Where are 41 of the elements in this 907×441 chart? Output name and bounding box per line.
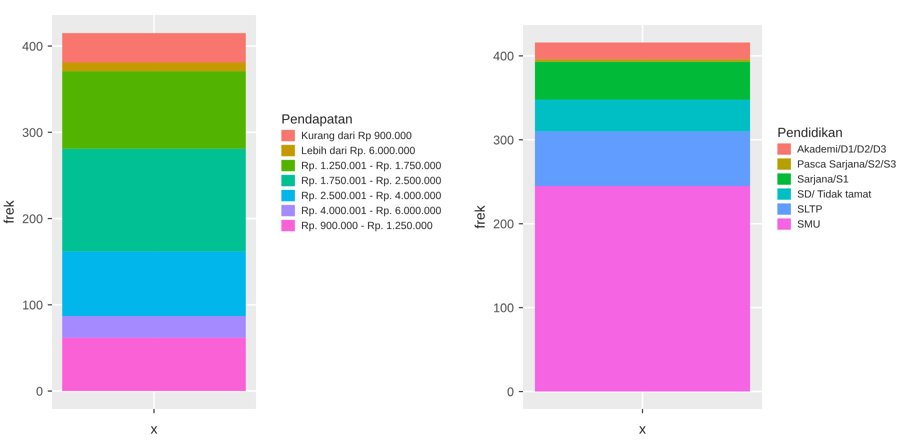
bar: [534, 42, 750, 60]
y-axis-title: frek: [474, 205, 485, 228]
bar: [62, 338, 246, 392]
legend-label: SLTP: [798, 205, 822, 213]
legend-label: Rp. 4.000.001 - Rp. 6.000.000: [302, 206, 441, 216]
bar: [62, 316, 246, 338]
legend-title: Pendidikan: [778, 127, 842, 138]
legend-label: Kurang dari Rp 900.000: [302, 132, 412, 142]
legend-label: Rp. 1.250.001 - Rp. 1.750.000: [302, 162, 441, 172]
x-axis-title: x: [639, 426, 646, 434]
bar: [534, 62, 750, 100]
y-tick-label: 200: [22, 214, 42, 224]
y-tick-label: 300: [494, 136, 514, 144]
legend-label: Sarjana/S1: [798, 175, 848, 185]
bar: [62, 251, 246, 316]
bar: [62, 62, 246, 72]
y-tick-label: 400: [22, 42, 42, 51]
y-tick-label: 100: [23, 300, 42, 310]
bar: [62, 148, 246, 252]
bar: [534, 100, 750, 132]
legend-label: Rp. 2.500.001 - Rp. 4.000.000: [302, 192, 441, 202]
y-tick-label: 0: [508, 387, 514, 396]
y-tick-label: 100: [494, 303, 514, 312]
legend-label: Lebih dari Rp. 6.000.000: [302, 146, 415, 156]
y-tick-label: 200: [494, 220, 514, 228]
bar: [62, 71, 246, 149]
legend-label: SD/ Tidak tamat: [798, 190, 872, 198]
bar: [534, 59, 750, 62]
legend-label: Akademi/D1/D2/D3: [797, 145, 886, 153]
y-tick-label: 400: [493, 52, 514, 61]
bar: [534, 131, 750, 186]
legend-label: Pasca Sarjana/S2/S3: [798, 160, 896, 170]
legend-title: Pendapatan: [282, 114, 352, 126]
y-tick-label: 0: [36, 386, 42, 396]
legend-label: Rp. 1.750.001 - Rp. 2.500.000: [302, 176, 441, 186]
y-axis-title: frek: [4, 200, 14, 224]
y-tick-label: 300: [22, 128, 42, 137]
legend-label: SMU: [798, 220, 820, 228]
bar: [62, 33, 246, 62]
legend-label: Rp. 900.000 - Rp. 1.250.000: [302, 222, 432, 232]
x-axis-title: x: [150, 426, 158, 434]
